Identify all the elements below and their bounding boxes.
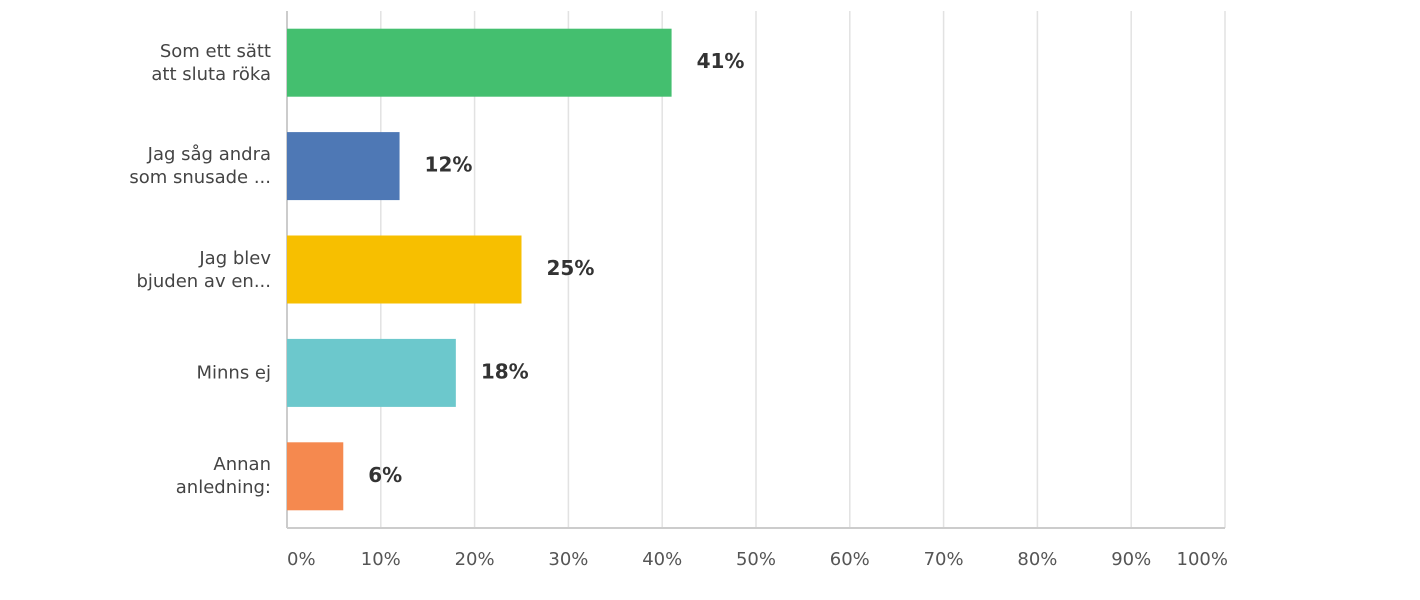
x-tick-label: 30% (548, 549, 588, 570)
bar (287, 132, 400, 201)
y-tick-label: Jag såg andra som snusade ... (129, 144, 271, 189)
value-label: 41% (697, 49, 745, 73)
x-tick-label: 20% (455, 549, 495, 570)
y-tick-label: Jag blev bjuden av en... (136, 247, 271, 292)
x-tick-label: 40% (642, 549, 682, 570)
value-label: 25% (547, 256, 595, 280)
x-tick-label: 70% (924, 549, 964, 570)
x-tick-label: 60% (830, 549, 870, 570)
value-label: 12% (425, 153, 473, 177)
y-tick-label: Minns ej (196, 362, 271, 384)
value-label: 6% (368, 463, 402, 487)
y-tick-label: Annan anledning: (175, 454, 271, 499)
bar (287, 28, 672, 97)
y-tick-label: Som ett sätt att sluta röka (151, 40, 271, 85)
x-tick-label: 10% (361, 549, 401, 570)
value-label: 18% (481, 359, 529, 383)
x-tick-label: 0% (287, 549, 316, 570)
x-tick-label: 100% (1177, 549, 1228, 570)
x-tick-label: 90% (1111, 549, 1151, 570)
bar (287, 442, 344, 511)
bar (287, 235, 522, 304)
x-tick-label: 80% (1017, 549, 1057, 570)
bar (287, 338, 456, 407)
x-tick-label: 50% (736, 549, 776, 570)
